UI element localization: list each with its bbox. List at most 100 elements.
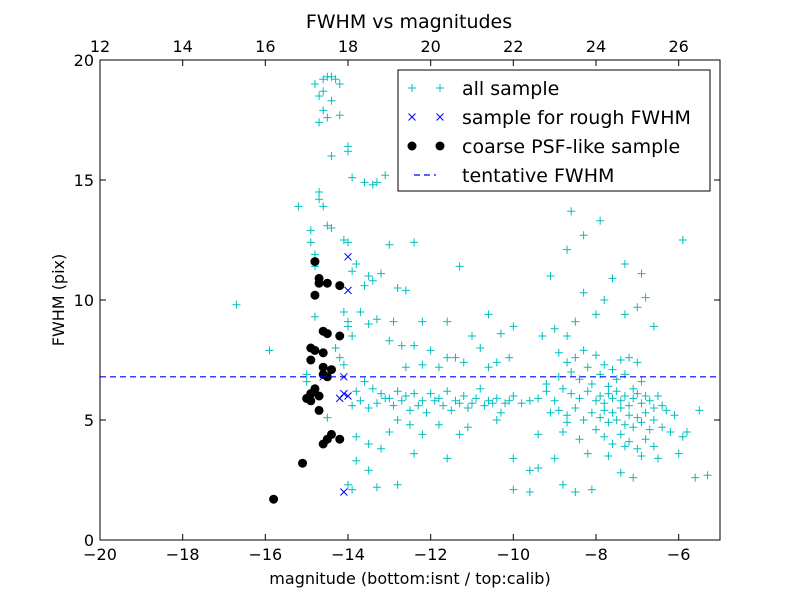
all-sample-point (443, 454, 452, 463)
chart-title: FWHM vs magnitudes (306, 11, 512, 33)
all-sample-point (302, 370, 311, 379)
all-sample-point (422, 408, 431, 417)
all-sample-point (377, 389, 386, 398)
all-sample-point (476, 384, 485, 393)
all-sample-point (372, 399, 381, 408)
all-sample-point (637, 418, 646, 427)
psf-like-point (335, 281, 345, 291)
all-sample-point (344, 317, 352, 326)
all-sample-point (567, 368, 576, 376)
all-sample-point (592, 310, 600, 319)
all-sample-point (468, 399, 476, 408)
top-x-tick-label: 16 (255, 37, 275, 56)
all-sample-point (443, 317, 452, 326)
all-sample-point (666, 428, 675, 436)
all-sample-point (620, 310, 629, 319)
all-sample-point (372, 315, 381, 324)
all-sample-point (492, 416, 501, 424)
all-sample-point (468, 332, 476, 340)
all-sample-point (348, 173, 357, 182)
x-tick-label: −16 (248, 545, 282, 564)
x-tick-label: −20 (83, 545, 117, 564)
all-sample-point (641, 293, 650, 302)
all-sample-point (670, 411, 679, 420)
legend-entry-3-marker (407, 141, 417, 151)
all-sample-point (567, 389, 576, 398)
all-sample-point (401, 392, 410, 400)
all-sample-point (563, 245, 572, 254)
all-sample-point (364, 272, 373, 280)
all-sample-point (596, 392, 605, 400)
psf-like-point (326, 365, 336, 375)
all-sample-point (360, 377, 369, 386)
all-sample-point (554, 348, 563, 357)
all-sample-point (344, 238, 352, 247)
all-sample-point (612, 375, 621, 384)
all-sample-point (608, 274, 617, 283)
psf-like-point (314, 273, 324, 283)
rough-fwhm-point (344, 252, 352, 261)
legend-box (397, 69, 711, 192)
all-sample-point (525, 466, 534, 475)
all-sample-point (327, 72, 336, 81)
all-sample-point (534, 430, 543, 439)
all-sample-point (616, 468, 625, 477)
all-sample-point (608, 365, 617, 374)
all-sample-point (434, 363, 443, 372)
y-tick-label: 20 (74, 51, 94, 70)
psf-like-point (322, 329, 332, 339)
all-sample-point (654, 454, 662, 463)
all-sample-point (501, 399, 510, 408)
all-sample-point (319, 106, 328, 115)
all-sample-point (637, 452, 646, 460)
all-sample-point (509, 485, 518, 494)
all-sample-point (410, 238, 419, 247)
all-sample-point (315, 188, 324, 196)
all-sample-point (310, 250, 319, 259)
rough-fwhm-point (340, 488, 348, 496)
all-sample-point (306, 226, 315, 235)
all-sample-point (620, 392, 629, 400)
legend-entry-1-marker (436, 84, 444, 92)
all-sample-point (327, 152, 336, 160)
rough-fwhm-point (340, 389, 348, 398)
all-sample-point (649, 404, 658, 412)
legend-entry-2-label: sample for rough FWHM (462, 107, 691, 129)
all-sample-point (385, 336, 394, 345)
all-sample-point (319, 87, 328, 96)
all-sample-point (546, 408, 555, 417)
all-sample-point (600, 432, 609, 441)
all-sample-point (323, 113, 332, 122)
all-sample-point (418, 360, 427, 369)
all-sample-point (620, 442, 629, 451)
all-sample-point (662, 406, 671, 415)
all-sample-point (364, 404, 373, 412)
x-tick-label: −8 (584, 545, 608, 564)
legend-entry-3-marker (435, 141, 445, 151)
all-sample-point (517, 399, 526, 408)
all-sample-point (558, 480, 567, 489)
all-sample-point (604, 389, 613, 398)
all-sample-point (352, 387, 361, 396)
all-sample-point (364, 320, 373, 328)
all-sample-point (629, 394, 638, 403)
all-sample-point (368, 384, 377, 393)
all-sample-point (360, 178, 369, 187)
rough-fwhm-point (344, 286, 352, 295)
y-tick-label: 15 (74, 171, 94, 190)
all-sample-point (385, 428, 394, 436)
x-axis-label: magnitude (bottom:isnt / top:calib) (269, 569, 550, 588)
all-sample-point (410, 449, 419, 458)
all-sample-point (385, 240, 394, 249)
legend-entry-1-label: all sample (462, 78, 559, 100)
all-sample-point (418, 430, 427, 439)
x-tick-label: −14 (331, 545, 365, 564)
all-sample-point (319, 75, 328, 84)
all-sample-point (600, 296, 609, 304)
psf-like-point (310, 257, 320, 267)
all-sample-point (583, 449, 592, 458)
all-sample-point (418, 396, 427, 405)
all-sample-point (554, 406, 563, 415)
all-sample-point (678, 236, 687, 244)
all-sample-point (608, 408, 617, 417)
